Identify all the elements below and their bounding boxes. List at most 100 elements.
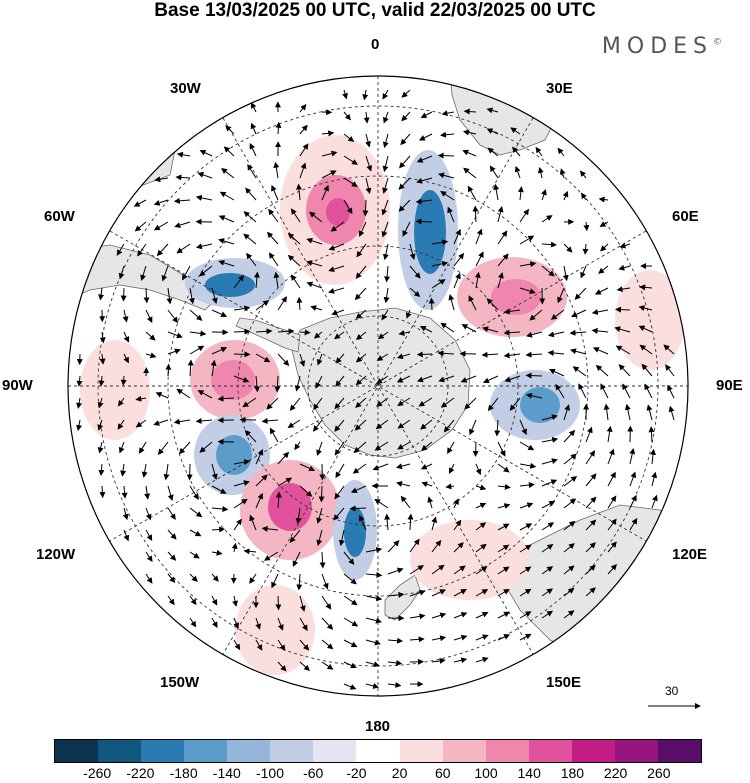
wind-vector	[287, 254, 301, 267]
wind-vector	[416, 351, 433, 358]
wind-vector	[519, 588, 532, 597]
wind-vector	[387, 659, 403, 666]
lon-label-90e: 90E	[716, 377, 743, 394]
wind-vector	[135, 395, 147, 402]
wind-vector	[599, 221, 609, 227]
wind-vector	[76, 375, 83, 387]
wind-vector	[243, 211, 257, 223]
lon-label-90w: 90W	[2, 377, 33, 394]
wind-vector	[140, 265, 147, 281]
wind-vector	[503, 329, 521, 336]
wind-vector	[99, 331, 106, 344]
wind-vector	[462, 129, 477, 136]
wind-vector	[350, 485, 367, 493]
wind-vector	[122, 507, 129, 521]
wind-vector	[548, 368, 565, 377]
wind-vector	[167, 348, 181, 355]
wind-vector	[431, 564, 445, 575]
wind-vector	[306, 281, 323, 289]
wind-vector	[155, 392, 169, 399]
wind-vector	[668, 405, 675, 421]
colorbar-tick-label: 260	[647, 765, 671, 781]
wind-vector	[266, 397, 279, 410]
wind-vector	[275, 121, 282, 135]
wind-vector	[210, 359, 217, 377]
wind-vector	[592, 347, 609, 355]
wind-vector	[221, 167, 235, 179]
wind-vector	[247, 164, 257, 179]
lon-label-30e: 30E	[546, 80, 573, 97]
wind-vector	[570, 348, 587, 355]
wind-vector	[440, 190, 455, 201]
wind-vector	[199, 150, 213, 157]
wind-vector	[253, 375, 260, 393]
wind-vector	[541, 241, 557, 248]
wind-vector	[541, 215, 553, 223]
wind-vector	[356, 243, 367, 258]
wind-vector	[489, 165, 499, 179]
wind-vector	[440, 322, 455, 333]
wind-vector	[512, 146, 521, 157]
wind-vector	[299, 463, 316, 472]
wind-vector	[396, 481, 411, 487]
lon-label-0: 0	[371, 36, 380, 53]
wind-vector	[624, 403, 631, 421]
wind-vector	[189, 595, 197, 606]
wind-vector	[405, 309, 412, 319]
wind-vector	[145, 529, 153, 541]
wind-vector	[189, 309, 203, 321]
wind-vector	[475, 543, 487, 553]
wind-vector	[537, 166, 544, 179]
wind-vector	[255, 353, 271, 363]
lon-label-60w: 60W	[44, 208, 75, 225]
wind-vector	[306, 260, 323, 267]
wind-vector	[383, 287, 390, 304]
wind-vector	[211, 463, 218, 480]
wind-vector	[569, 329, 587, 336]
wind-vector	[250, 102, 257, 113]
wind-vector	[232, 595, 238, 607]
wind-vector	[591, 309, 609, 315]
wind-vector	[529, 309, 543, 321]
wind-vector	[189, 573, 198, 583]
wind-vector	[355, 375, 367, 386]
wind-vector	[416, 375, 433, 383]
wind-vector	[382, 89, 389, 100]
wind-vector	[167, 331, 183, 339]
colorbar-swatch	[657, 740, 701, 762]
wind-vector	[445, 483, 455, 490]
wind-vector	[255, 300, 270, 311]
wind-vector	[431, 539, 442, 553]
wind-vector	[615, 306, 631, 313]
wind-vector	[469, 419, 477, 436]
wind-vector	[313, 331, 323, 339]
anomaly-pos-a-peak	[326, 198, 350, 226]
wind-vector	[76, 397, 83, 409]
wind-vector	[233, 498, 248, 509]
wind-vector	[396, 353, 411, 360]
wind-vector	[607, 448, 615, 465]
wind-vector	[362, 199, 369, 217]
wind-vector	[189, 330, 207, 337]
wind-vector	[629, 448, 636, 465]
wind-vector	[431, 612, 447, 619]
wind-vector	[333, 331, 345, 340]
wind-vector	[277, 617, 284, 631]
wind-vector	[233, 617, 239, 629]
wind-vector	[481, 351, 499, 358]
wind-vector	[475, 566, 488, 575]
wind-vector	[355, 331, 367, 341]
wind-vector	[173, 197, 191, 204]
wind-vector	[343, 573, 357, 585]
wind-vector	[145, 507, 152, 521]
wind-vector	[197, 390, 213, 399]
wind-vector	[541, 610, 554, 619]
wind-vector	[598, 196, 609, 203]
wind-vector	[607, 495, 617, 509]
wind-vector	[618, 264, 631, 271]
wind-vector	[382, 243, 389, 261]
wind-vector	[244, 429, 257, 443]
wind-vector	[409, 589, 426, 597]
wind-vector	[261, 525, 279, 532]
wind-vector	[550, 309, 565, 320]
